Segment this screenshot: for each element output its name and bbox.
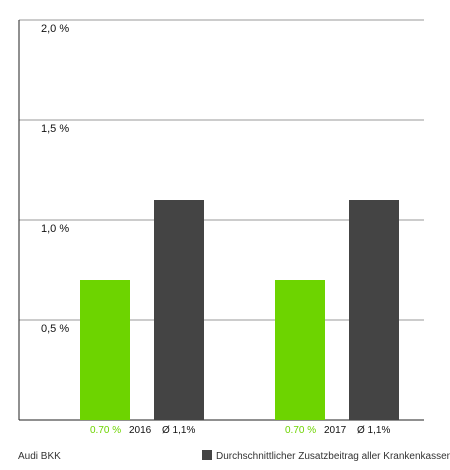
bar-audi-bkk-2016	[80, 280, 130, 420]
bars	[80, 200, 399, 420]
bar-average-2017	[349, 200, 399, 420]
y-tick-label: 1,5 %	[41, 123, 69, 135]
value-label-average: Ø 1,1%	[162, 425, 195, 436]
legend-swatch-average	[202, 450, 212, 460]
labels: 0.70 % 2016 Ø 1,1% 0.70 % 2017 Ø 1,1%	[90, 425, 390, 436]
y-tick-label: 1,0 %	[41, 223, 69, 235]
value-label-audi-bkk: 0.70 %	[90, 425, 121, 436]
y-tick-label: 2,0 %	[41, 23, 69, 35]
category-label: 2016	[129, 425, 152, 436]
value-label-average: Ø 1,1%	[357, 425, 390, 436]
legend-entry-average: Durchschnittlicher Zusatzbeitrag aller K…	[216, 451, 450, 462]
legend: Audi BKK Durchschnittlicher Zusatzbeitra…	[18, 450, 450, 462]
legend-entry-audi-bkk: Audi BKK	[18, 451, 61, 462]
bar-average-2016	[154, 200, 204, 420]
bar-audi-bkk-2017	[275, 280, 325, 420]
grid: 0,5 % 1,0 % 1,5 % 2,0 %	[19, 19, 424, 421]
value-label-audi-bkk: 0.70 %	[285, 425, 316, 436]
y-tick-label: 0,5 %	[41, 323, 69, 335]
category-label: 2017	[324, 425, 347, 436]
